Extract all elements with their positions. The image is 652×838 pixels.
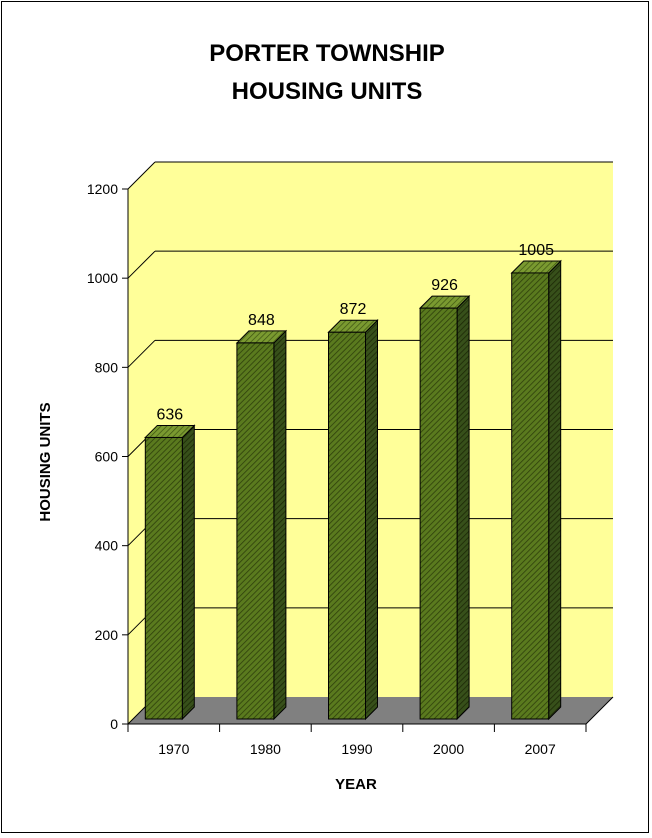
bar-side — [365, 319, 378, 721]
gridline-connector — [127, 250, 156, 279]
gridline-connector — [127, 339, 156, 368]
y-tick-labels: 0 200 400 600 800 1000 1200 — [87, 181, 118, 732]
floor-edge — [585, 696, 614, 725]
bar-side — [548, 259, 562, 721]
data-label: 1005 — [518, 242, 554, 259]
bar — [327, 319, 379, 721]
bar-side — [273, 329, 287, 721]
x-tick-label: 1990 — [341, 741, 372, 757]
bar-side — [181, 424, 195, 721]
chart-title-line-2: HOUSING UNITS — [232, 78, 423, 105]
data-label: 926 — [431, 277, 458, 294]
y-axis-label: HOUSING UNITS — [37, 402, 54, 521]
bar-front — [511, 272, 550, 720]
x-tick-label: 2007 — [525, 741, 556, 757]
x-tick-label: 2000 — [433, 741, 464, 757]
x-tick-label: 1970 — [158, 741, 189, 757]
x-axis-label: YEAR — [335, 776, 377, 793]
bar — [235, 329, 288, 721]
y-tick-label: 1200 — [87, 181, 118, 197]
y-tick-label: 200 — [95, 627, 119, 643]
y-tick-label: 800 — [95, 359, 119, 375]
axes — [122, 188, 614, 732]
bars: 636 848 872 926 1005 — [144, 242, 562, 721]
x-tick-label: 1980 — [250, 741, 281, 757]
data-label: 848 — [248, 312, 275, 329]
y-tick-label: 400 — [95, 538, 119, 554]
gridline-connector — [127, 161, 156, 190]
bar-front — [144, 436, 183, 720]
bar — [418, 294, 471, 721]
y-tick-label: 600 — [95, 449, 119, 465]
bar-side — [456, 294, 470, 721]
bar-front — [328, 331, 366, 720]
bar — [510, 259, 562, 721]
y-tick-label: 1000 — [87, 270, 118, 286]
data-label: 636 — [156, 406, 183, 423]
chart-title-line-1: PORTER TOWNSHIP — [209, 40, 445, 67]
y-tick-label: 0 — [110, 716, 118, 732]
data-label: 872 — [340, 301, 367, 318]
bar-front — [419, 307, 458, 720]
bar — [144, 424, 196, 721]
x-tick-labels: 1970 1980 1990 2000 2007 — [158, 741, 556, 757]
bar-front — [236, 342, 275, 720]
